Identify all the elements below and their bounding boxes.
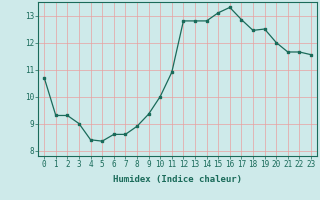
- X-axis label: Humidex (Indice chaleur): Humidex (Indice chaleur): [113, 175, 242, 184]
